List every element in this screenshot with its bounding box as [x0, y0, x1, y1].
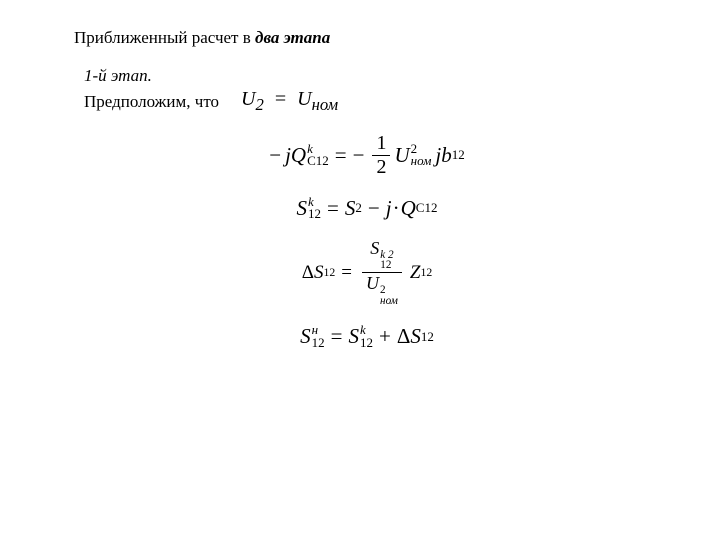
eq1-sub12: 12: [452, 147, 465, 163]
eq3-den-U: U: [366, 273, 379, 293]
eq4-plus: +: [379, 324, 391, 349]
eq2-S: S: [297, 196, 308, 221]
eq1-sub-nom: ном: [411, 155, 432, 167]
eq3-num: Sk 212: [366, 239, 397, 271]
sub-2: 2: [256, 95, 264, 114]
eq2-subC12: C12: [416, 200, 438, 216]
eq1-supsub: kC12: [307, 143, 329, 168]
eq2-eq: =: [327, 196, 339, 221]
eq3-den-nom: ном: [380, 296, 398, 307]
eq4-S: S: [300, 324, 311, 349]
eq3-den-sq: 2: [380, 285, 398, 296]
stage-label: 1-й этап.: [84, 66, 660, 86]
equation-3: ΔS12 = Sk 212 U2ном Z12: [302, 239, 432, 306]
eq3-num-supsub: k 212: [380, 250, 393, 271]
eq2-S2: S: [345, 196, 356, 221]
eq2-Q: Q: [401, 196, 416, 221]
eq1-U: U: [394, 143, 409, 168]
assume-text: Предположим, что: [84, 92, 219, 112]
eq2-dot: ·: [393, 196, 400, 221]
eq3-Z-sub: 12: [420, 266, 432, 280]
eq1-minus2: −: [353, 143, 365, 168]
eq3-sub12: 12: [324, 266, 336, 280]
eq1-sub-c12: C12: [307, 155, 329, 167]
sub-nom: ном: [312, 95, 339, 114]
eq3-num-sub12: 12: [380, 260, 393, 271]
inline-equation: U2 = Uном: [241, 88, 338, 115]
eq3-S: S: [314, 262, 324, 284]
var-U: U: [241, 88, 255, 110]
eq2-sub2: 2: [355, 200, 362, 216]
eq2-j: j: [386, 196, 392, 221]
eq4-sub12: 12: [312, 337, 325, 349]
eq3-den: U2ном: [362, 274, 402, 306]
eq4-S3: S: [410, 324, 421, 349]
title-emph: два этапа: [255, 28, 330, 47]
eq1-half: 1 2: [372, 133, 390, 178]
eq1-b: b: [441, 143, 452, 168]
equation-2: Sk12 = S2 − j·QC12: [297, 196, 438, 221]
eq1-num1: 1: [372, 133, 390, 154]
eq1-eq: =: [335, 143, 347, 168]
eq4-supsub2: k12: [360, 324, 373, 349]
eq3-Z: Z: [410, 262, 421, 284]
eq3-delta: Δ: [302, 262, 314, 284]
op-eq: =: [275, 88, 286, 110]
eq4-supsub: н12: [312, 324, 325, 349]
eq4-S2: S: [348, 324, 359, 349]
equation-1: − jQkC12 = − 1 2 U2ном jb12: [269, 133, 465, 178]
eq2-minus: −: [368, 196, 380, 221]
equations-area: − jQkC12 = − 1 2 U2ном jb12 Sk12 = S2 − …: [74, 133, 660, 349]
page-title: Приближенный расчет в два этапа: [74, 28, 660, 48]
eq2-sub12: 12: [308, 208, 321, 220]
eq1-Q: Q: [291, 143, 306, 168]
assume-line: Предположим, что U2 = Uном: [84, 88, 660, 115]
title-lead: Приближенный расчет в: [74, 28, 255, 47]
eq3-eq: =: [341, 262, 352, 284]
eq1-U-supsub: 2ном: [411, 143, 432, 168]
eq3-den-supsub: 2ном: [380, 285, 398, 306]
eq4-delta: Δ: [397, 324, 411, 349]
eq4-sub12c: 12: [421, 329, 434, 345]
stage-block: 1-й этап. Предположим, что U2 = Uном: [84, 66, 660, 115]
eq1-minus: −: [269, 143, 281, 168]
eq3-num-S: S: [370, 238, 379, 258]
var-U2: U: [297, 88, 311, 110]
eq4-eq: =: [331, 324, 343, 349]
eq4-sub12b: 12: [360, 337, 373, 349]
eq3-frac: Sk 212 U2ном: [362, 239, 402, 306]
eq1-den2: 2: [372, 157, 390, 178]
eq2-supsub: k12: [308, 196, 321, 221]
equation-4: Sн12 = Sk12 + ΔS12: [300, 324, 434, 349]
